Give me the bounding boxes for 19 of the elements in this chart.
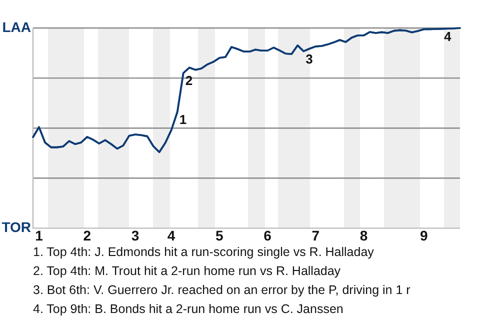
x-tick-label: 5 [216, 227, 224, 244]
x-tick-label: 6 [264, 227, 272, 244]
annotation: 4 [444, 28, 452, 44]
annotation: 3 [306, 51, 313, 66]
text: 4. Top 9th: B. Bonds hit a 2-run home run vs C. Janssen [33, 301, 344, 318]
x-tick-label: 7 [312, 227, 320, 244]
annotation: 1 [179, 112, 187, 128]
x-tick-label: 3 [131, 227, 140, 244]
x-tick-label: 8 [360, 227, 368, 244]
text: TOR [2, 219, 31, 236]
text: 3. Bot 6th: V. Guerrero Jr. reached on an error by the P, driving in 1 r [33, 282, 410, 299]
x-tick-label: 1 [35, 227, 44, 244]
text: LAA [2, 18, 31, 35]
text: 2. Top 4th: M. Trout hit a 2-run home run vs R. Halladay [33, 263, 342, 280]
x-tick-label: 4 [167, 227, 176, 244]
text: 1. Top 4th: J. Edmonds hit a run-scoring single vs R. Halladay [33, 244, 375, 261]
x-tick-label: 2 [83, 227, 92, 244]
annotation: 2 [185, 73, 193, 88]
x-tick-label: 9 [420, 227, 428, 244]
